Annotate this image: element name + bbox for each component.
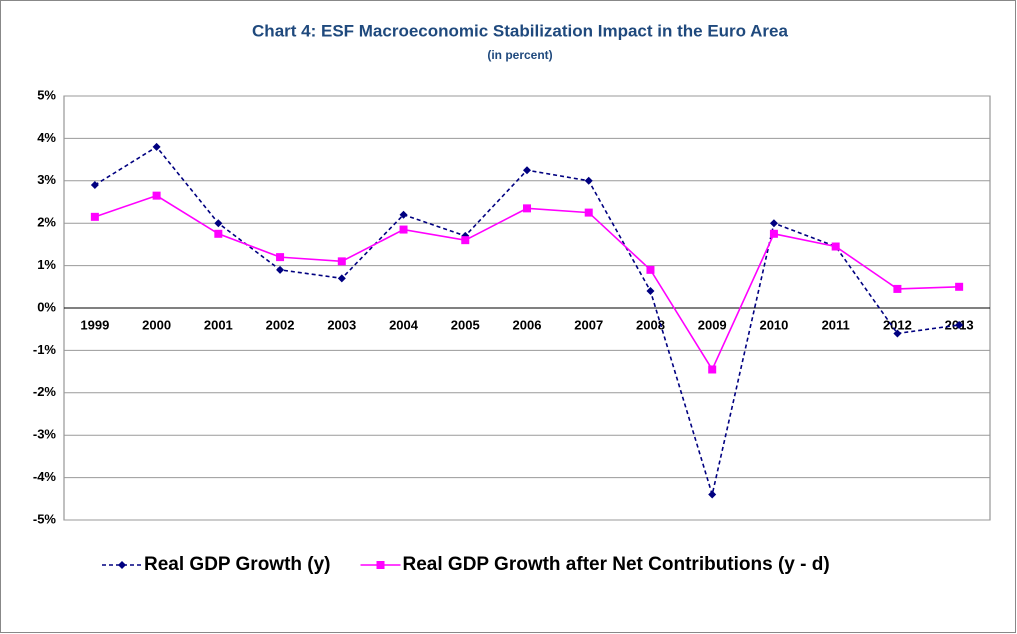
point-marker: [152, 191, 161, 200]
point-marker: [461, 236, 470, 245]
x-tick-label: 2008: [636, 317, 665, 332]
chart-subtitle: (in percent): [487, 48, 552, 62]
point-marker: [90, 181, 99, 190]
x-tick-label: 2001: [204, 317, 233, 332]
point-marker: [584, 176, 593, 185]
point-marker: [646, 287, 655, 296]
x-tick-label: 2005: [451, 317, 480, 332]
y-tick-label: -5%: [33, 511, 57, 526]
point-marker: [214, 229, 223, 238]
y-tick-label: 3%: [37, 172, 56, 187]
y-tick-label: 5%: [37, 87, 56, 102]
point-marker: [769, 219, 778, 228]
x-tick-label: 2004: [389, 317, 419, 332]
x-tick-label: 2003: [327, 317, 356, 332]
point-marker: [376, 561, 385, 569]
x-tick-label: 2000: [142, 317, 171, 332]
y-tick-label: -2%: [33, 384, 57, 399]
point-marker: [276, 253, 285, 262]
x-tick-label: 2007: [574, 317, 603, 332]
y-tick-label: 2%: [37, 215, 56, 230]
point-marker: [523, 204, 531, 213]
point-marker: [399, 225, 408, 234]
point-marker: [831, 242, 840, 251]
x-tick-label: 2011: [822, 317, 850, 332]
point-marker: [337, 257, 346, 266]
x-tick-label: 2002: [266, 317, 295, 332]
y-tick-label: 1%: [37, 257, 56, 272]
chart-title: Chart 4: ESF Macroeconomic Stabilization…: [252, 21, 788, 40]
point-marker: [90, 212, 99, 221]
x-tick-label: 2010: [759, 317, 788, 332]
y-tick-label: -4%: [33, 469, 57, 484]
x-tick-label: 1999: [80, 317, 109, 332]
point-marker: [955, 320, 964, 329]
point-marker: [399, 210, 408, 219]
y-tick-label: -1%: [33, 342, 57, 357]
x-tick-label: 2006: [513, 317, 542, 332]
point-marker: [955, 282, 964, 291]
point-marker: [708, 365, 717, 374]
legend-label: Real GDP Growth (y): [144, 554, 331, 575]
point-marker: [523, 166, 531, 175]
point-marker: [152, 142, 161, 151]
point-marker: [769, 229, 778, 238]
legend-label: Real GDP Growth after Net Contributions …: [403, 554, 830, 575]
y-tick-label: 4%: [37, 130, 56, 145]
point-marker: [893, 284, 902, 293]
point-marker: [893, 329, 902, 338]
point-marker: [708, 490, 717, 499]
point-marker: [214, 219, 223, 228]
x-tick-label: 2012: [883, 317, 912, 332]
x-tick-label: 2009: [698, 317, 727, 332]
point-marker: [276, 265, 285, 274]
point-marker: [584, 208, 593, 217]
point-marker: [646, 265, 655, 274]
point-marker: [337, 274, 346, 283]
point-marker: [118, 561, 126, 569]
y-tick-label: 0%: [37, 299, 56, 314]
y-tick-label: -3%: [33, 427, 57, 442]
